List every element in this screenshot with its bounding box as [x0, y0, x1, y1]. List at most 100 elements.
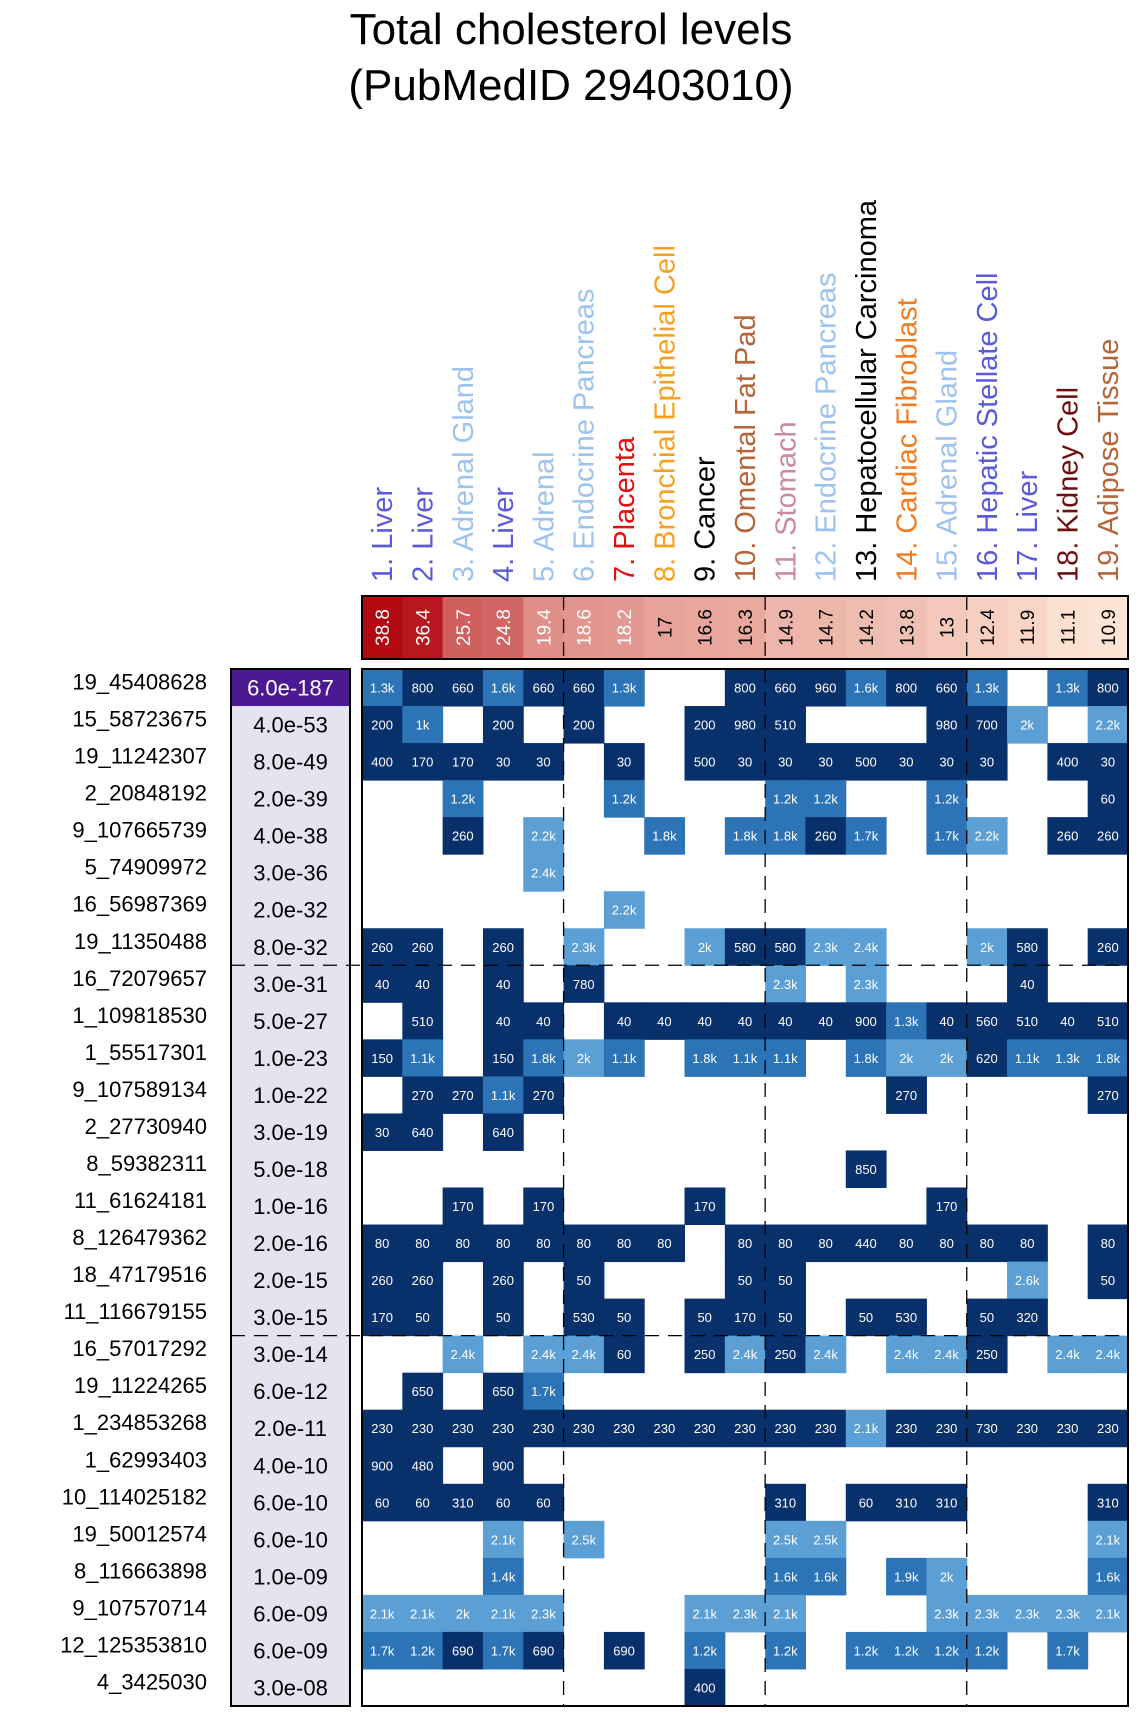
cell-value-label: 1.9k	[894, 1569, 919, 1584]
cell-value-label: 60	[859, 1495, 873, 1510]
cell-value-label: 30	[1101, 755, 1115, 770]
heatmap-cell	[482, 1261, 524, 1300]
cell-value-label: 270	[533, 1088, 555, 1103]
cell-value-label: 30	[980, 755, 994, 770]
heatmap-cell	[482, 669, 524, 707]
heatmap-cell	[845, 1298, 887, 1337]
cell-value-label: 230	[654, 1421, 676, 1436]
heatmap-cell	[805, 817, 847, 855]
cell-value-label: 1.1k	[1015, 1051, 1040, 1066]
pvalue-label: 4.0e-53	[253, 713, 328, 738]
pvalue-cell	[231, 1002, 350, 1040]
cell-value-label: 900	[371, 1458, 393, 1473]
cell-value-label: 230	[613, 1421, 635, 1436]
cell-value-label: 2.3k	[854, 977, 879, 992]
heatmap-cell	[765, 1483, 806, 1522]
cell-value-label: 50	[617, 1310, 631, 1325]
cell-value-label: 640	[412, 1125, 434, 1140]
cell-value-label: 1.6k	[813, 1569, 838, 1584]
cell-value-label: 2.3k	[773, 977, 798, 992]
heatmap-cell	[442, 780, 484, 818]
enrichment-label: 36.4	[413, 609, 434, 646]
cell-value-label: 170	[452, 1199, 474, 1214]
heatmap-cell	[765, 1631, 806, 1670]
cell-value-label: 1.1k	[410, 1051, 435, 1066]
cell-value-label: 230	[936, 1421, 958, 1436]
column-label: 15. Adrenal Gland	[932, 350, 964, 582]
cell-value-label: 170	[734, 1310, 756, 1325]
heatmap-cell	[402, 669, 444, 707]
column-label: 5. Adrenal	[528, 451, 560, 582]
cell-value-label: 80	[415, 1236, 429, 1251]
heatmap-cell	[523, 1187, 565, 1226]
heatmap-cell	[402, 1409, 444, 1448]
heatmap-cell	[603, 1298, 645, 1337]
cell-value-label: 80	[496, 1236, 510, 1251]
heatmap-cell	[563, 706, 605, 744]
heatmap-cell	[765, 1298, 806, 1337]
heatmap-cell	[966, 928, 1008, 966]
cell-value-label: 2k	[456, 1606, 470, 1621]
cell-value-label: 30	[778, 755, 792, 770]
cell-value-label: 170	[412, 755, 434, 770]
cell-value-label: 850	[855, 1162, 877, 1177]
cell-value-label: 170	[452, 755, 474, 770]
cell-value-label: 1.2k	[692, 1643, 717, 1658]
cell-value-label: 500	[855, 755, 877, 770]
pvalue-cell	[231, 1261, 350, 1300]
heatmap-cell	[362, 965, 403, 1003]
heatmap-cell	[845, 1409, 887, 1448]
heatmap-cell	[765, 1594, 806, 1633]
cell-value-label: 260	[452, 829, 474, 844]
pvalue-label: 4.0e-10	[253, 1453, 328, 1478]
heatmap-cell	[362, 669, 403, 707]
row-label: 8_59382311	[86, 1151, 207, 1176]
heatmap-cell	[1087, 669, 1129, 707]
heatmap-cell	[1047, 669, 1089, 707]
cell-value-label: 40	[697, 1014, 711, 1029]
row-label: 12_125353810	[60, 1632, 207, 1657]
heatmap-cell	[1047, 1594, 1089, 1633]
row-label: 8_126479362	[72, 1225, 207, 1250]
pvalue-cell	[231, 1076, 350, 1114]
row-label: 16_56987369	[72, 892, 207, 917]
heatmap-cell	[845, 817, 887, 855]
heatmap-cell	[1087, 1261, 1129, 1300]
heatmap-cell	[442, 1594, 484, 1633]
heatmap-cell	[482, 1631, 524, 1670]
heatmap-cell	[362, 1261, 403, 1300]
heatmap-cell	[966, 1039, 1008, 1077]
row-label: 19_11242307	[74, 744, 207, 769]
enrichment-cell	[1087, 596, 1129, 659]
heatmap-cell	[563, 1224, 605, 1263]
cell-value-label: 1.3k	[1055, 1051, 1080, 1066]
heatmap-cell	[362, 1446, 403, 1485]
heatmap-cell	[805, 1224, 847, 1263]
enrichment-cell	[926, 596, 968, 659]
cell-value-label: 2k	[577, 1051, 591, 1066]
heatmap-cell	[886, 1039, 927, 1077]
cell-value-label: 50	[1101, 1273, 1115, 1288]
cell-value-label: 150	[492, 1051, 514, 1066]
cell-value-label: 2.4k	[1055, 1347, 1080, 1362]
cell-value-label: 80	[375, 1236, 389, 1251]
heatmap-cell	[805, 1557, 847, 1596]
cell-value-label: 530	[573, 1310, 595, 1325]
cell-value-label: 150	[371, 1051, 393, 1066]
heatmap-cell	[1087, 928, 1129, 966]
cell-value-label: 230	[895, 1421, 917, 1436]
cell-value-label: 1.8k	[692, 1051, 717, 1066]
enrichment-cell	[482, 596, 524, 659]
heatmap-cell	[1087, 706, 1129, 744]
cell-value-label: 200	[492, 718, 514, 733]
cell-value-label: 40	[778, 1014, 792, 1029]
heatmap-cell	[724, 743, 766, 781]
heatmap-cell	[1007, 1002, 1048, 1040]
heatmap-cell	[966, 1631, 1008, 1670]
heatmap-cell	[523, 1483, 565, 1522]
heatmap-cell	[482, 1557, 524, 1596]
cell-value-label: 170	[694, 1199, 716, 1214]
heatmap-cell	[886, 1076, 927, 1114]
cell-value-label: 60	[375, 1495, 389, 1510]
heatmap-cell	[1087, 780, 1129, 818]
